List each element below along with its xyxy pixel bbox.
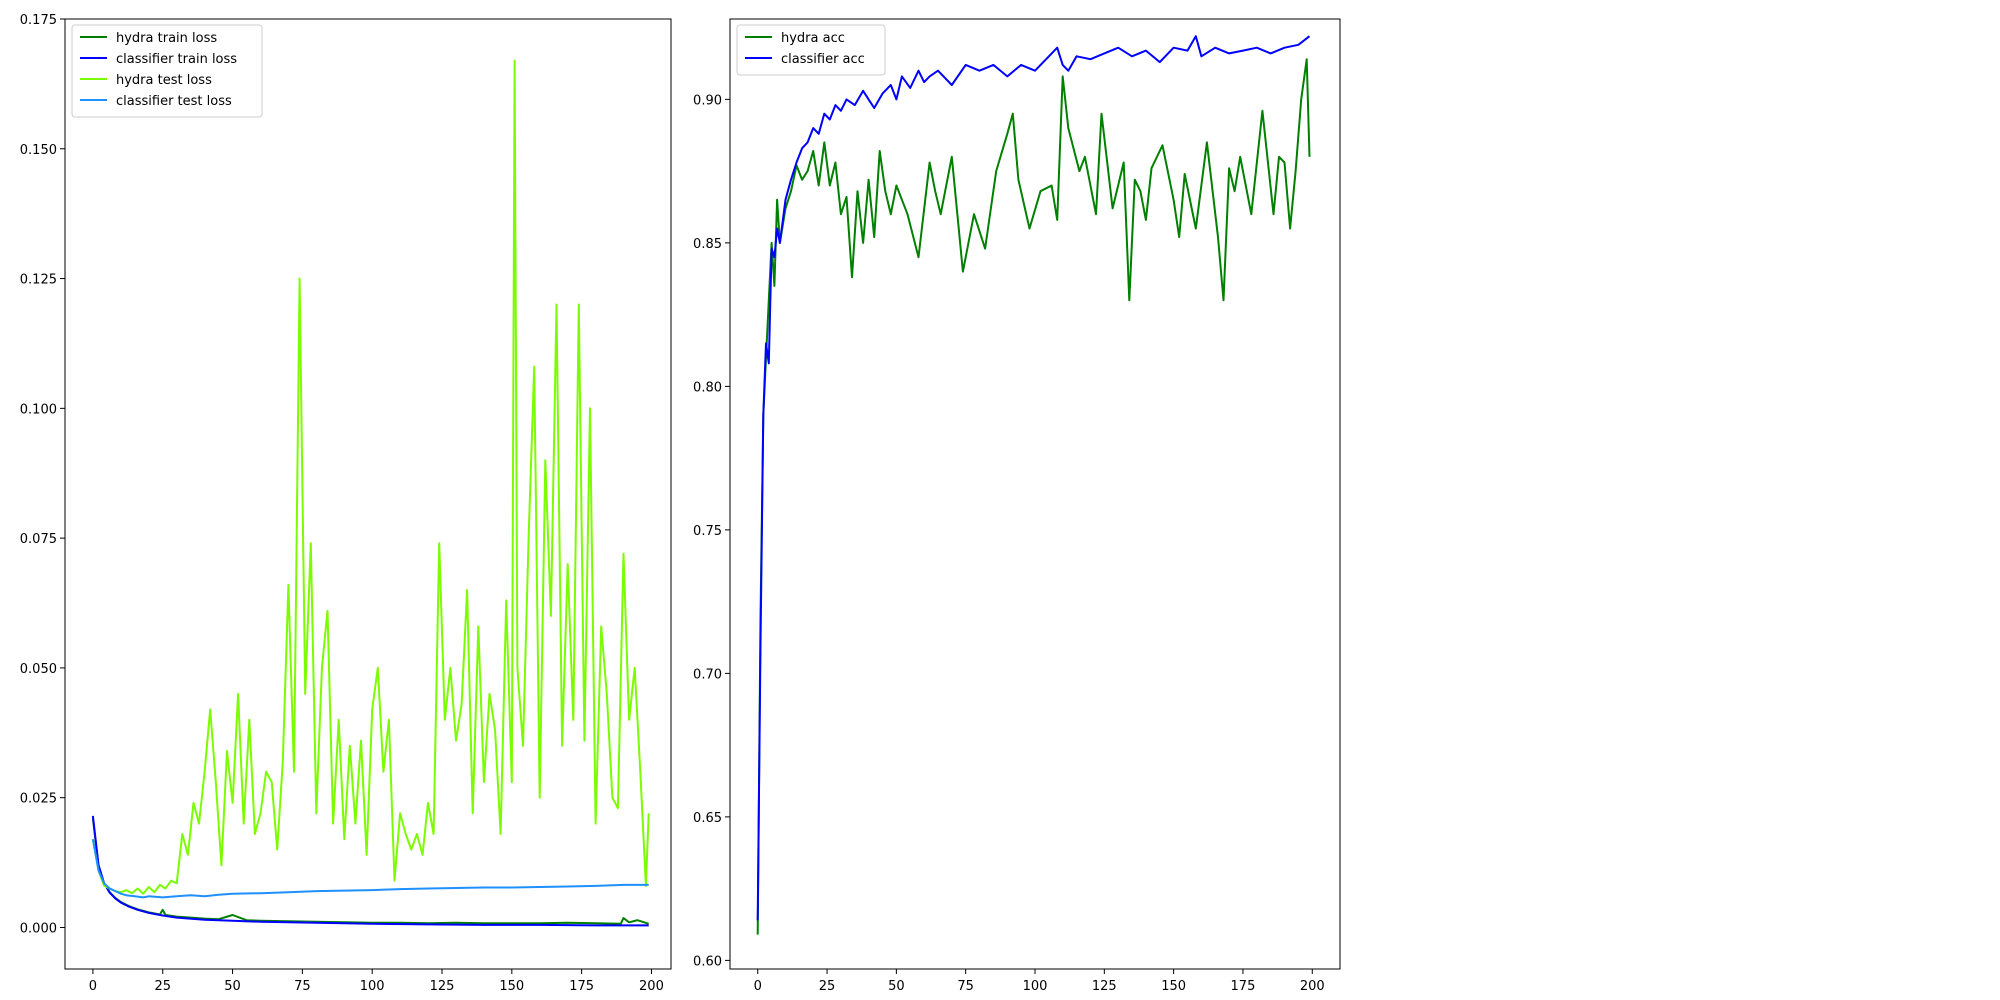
x-tick-label: 25 bbox=[819, 979, 836, 994]
y-tick-label: 0.150 bbox=[20, 143, 57, 158]
series-line-1 bbox=[91, 818, 650, 925]
x-tick-label: 125 bbox=[1092, 979, 1117, 994]
y-tick-label: 0.65 bbox=[693, 811, 722, 826]
x-tick-label: 0 bbox=[89, 979, 97, 994]
x-tick-label: 100 bbox=[1023, 979, 1048, 994]
x-tick-label: 75 bbox=[957, 979, 974, 994]
x-tick-label: 125 bbox=[430, 979, 455, 994]
x-tick-label: 150 bbox=[1161, 979, 1186, 994]
x-tick-label: 50 bbox=[224, 979, 241, 994]
x-tick-label: 50 bbox=[888, 979, 905, 994]
legend-label: classifier test loss bbox=[116, 94, 232, 109]
series-line-4 bbox=[91, 839, 649, 899]
x-tick-label: 0 bbox=[754, 979, 762, 994]
series-line-3 bbox=[91, 59, 650, 895]
legend: hydra train loss classifier train loss hyd… bbox=[71, 24, 263, 118]
legend-label: hydra train loss bbox=[116, 31, 217, 46]
chart-panel-2: 0 25 50 75 100 125 150 175 200 0.60 0.65 0.70 0.75 0.… bbox=[693, 18, 1341, 994]
x-tick-label: 100 bbox=[360, 979, 385, 994]
y-tick-label: 0.60 bbox=[693, 954, 722, 969]
legend: hydra acc classifier acc bbox=[736, 24, 886, 76]
y-tick-label: 0.70 bbox=[693, 667, 722, 682]
legend-box bbox=[71, 24, 263, 118]
legend-label: classifier acc bbox=[781, 52, 865, 67]
chart-panel-1: 0 25 50 75 100 125 150 175 200 0.000 0.025 0.050 0.0… bbox=[20, 13, 672, 994]
legend-box bbox=[736, 24, 886, 76]
y-tick-label: 0.025 bbox=[20, 792, 57, 807]
y-tick-label: 0.85 bbox=[693, 237, 722, 252]
x-tick-label: 200 bbox=[639, 979, 664, 994]
y-tick-label: 0.050 bbox=[20, 662, 57, 677]
x-tick-label: 150 bbox=[499, 979, 524, 994]
y-tick-label: 0.075 bbox=[20, 532, 57, 547]
legend-label: hydra test loss bbox=[116, 73, 212, 88]
axes-frame bbox=[64, 18, 672, 970]
y-tick-label: 0.100 bbox=[20, 402, 57, 417]
y-tick-label: 0.125 bbox=[20, 273, 57, 288]
x-tick-label: 75 bbox=[294, 979, 311, 994]
x-tick-label: 175 bbox=[1231, 979, 1256, 994]
y-tick-label: 0.80 bbox=[693, 380, 722, 395]
legend-label: hydra acc bbox=[781, 31, 845, 46]
series-line-2 bbox=[756, 35, 1311, 921]
legend-label: classifier train loss bbox=[116, 52, 237, 67]
series-line-1 bbox=[756, 58, 1311, 935]
x-tick-label: 175 bbox=[569, 979, 594, 994]
x-tick-label: 200 bbox=[1300, 979, 1325, 994]
y-tick-label: 0.75 bbox=[693, 524, 722, 539]
y-tick-label: 0.175 bbox=[20, 13, 57, 28]
y-tick-label: 0.90 bbox=[693, 93, 722, 108]
y-tick-label: 0.000 bbox=[20, 921, 57, 936]
x-tick-label: 25 bbox=[154, 979, 171, 994]
series-line-2 bbox=[91, 815, 649, 927]
